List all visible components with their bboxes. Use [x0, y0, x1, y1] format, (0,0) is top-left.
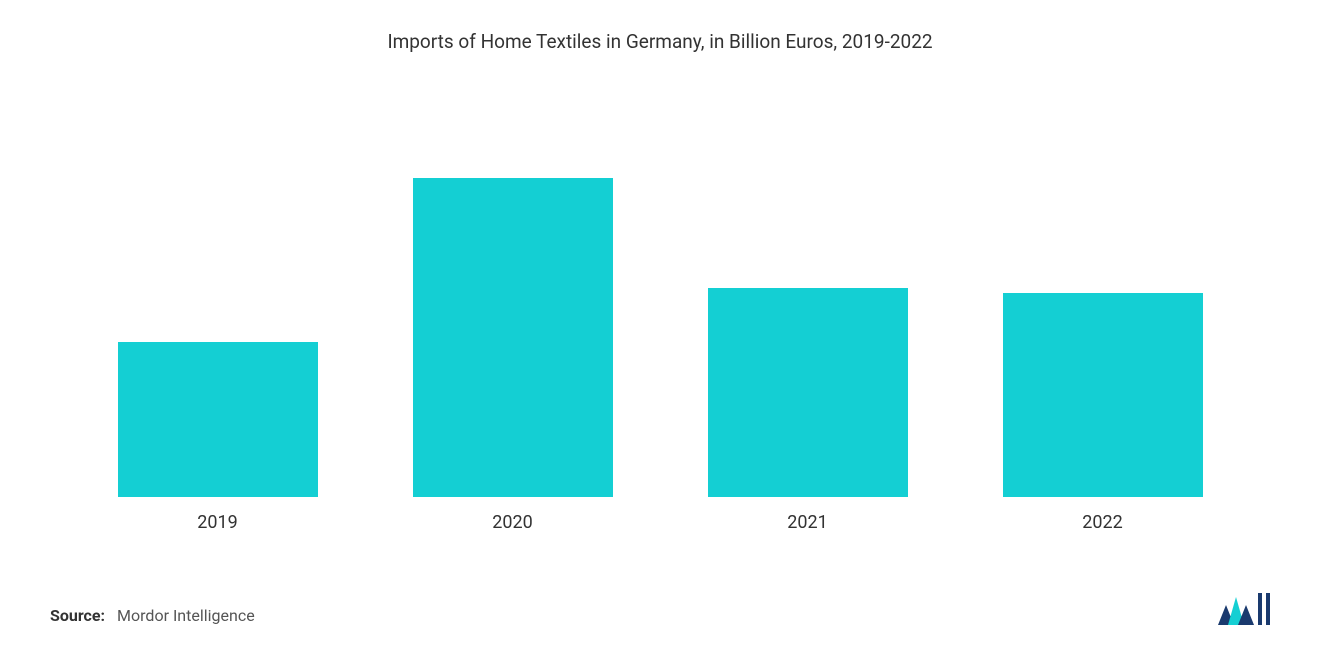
- bar-group-2021: 2021: [660, 288, 955, 533]
- bar-label-2022: 2022: [1082, 512, 1122, 533]
- source-row: Source: Mordor Intelligence: [50, 606, 255, 625]
- bar-2019: [118, 342, 318, 497]
- bar-2020: [413, 178, 613, 497]
- chart-footer: Source: Mordor Intelligence: [50, 593, 1270, 625]
- bar-label-2019: 2019: [197, 512, 237, 533]
- bar-group-2020: 2020: [365, 178, 660, 533]
- plot-area: 2019 2020 2021 2022: [50, 73, 1270, 533]
- bar-2021: [708, 288, 908, 497]
- bar-label-2020: 2020: [492, 512, 532, 533]
- brand-logo-icon: [1218, 593, 1270, 625]
- bar-2022: [1003, 293, 1203, 497]
- source-value: Mordor Intelligence: [117, 606, 255, 625]
- bar-group-2022: 2022: [955, 293, 1250, 533]
- bar-group-2019: 2019: [70, 342, 365, 533]
- source-label: Source:: [50, 606, 105, 625]
- chart-container: Imports of Home Textiles in Germany, in …: [0, 0, 1320, 665]
- bar-label-2021: 2021: [787, 512, 827, 533]
- chart-title: Imports of Home Textiles in Germany, in …: [50, 30, 1270, 53]
